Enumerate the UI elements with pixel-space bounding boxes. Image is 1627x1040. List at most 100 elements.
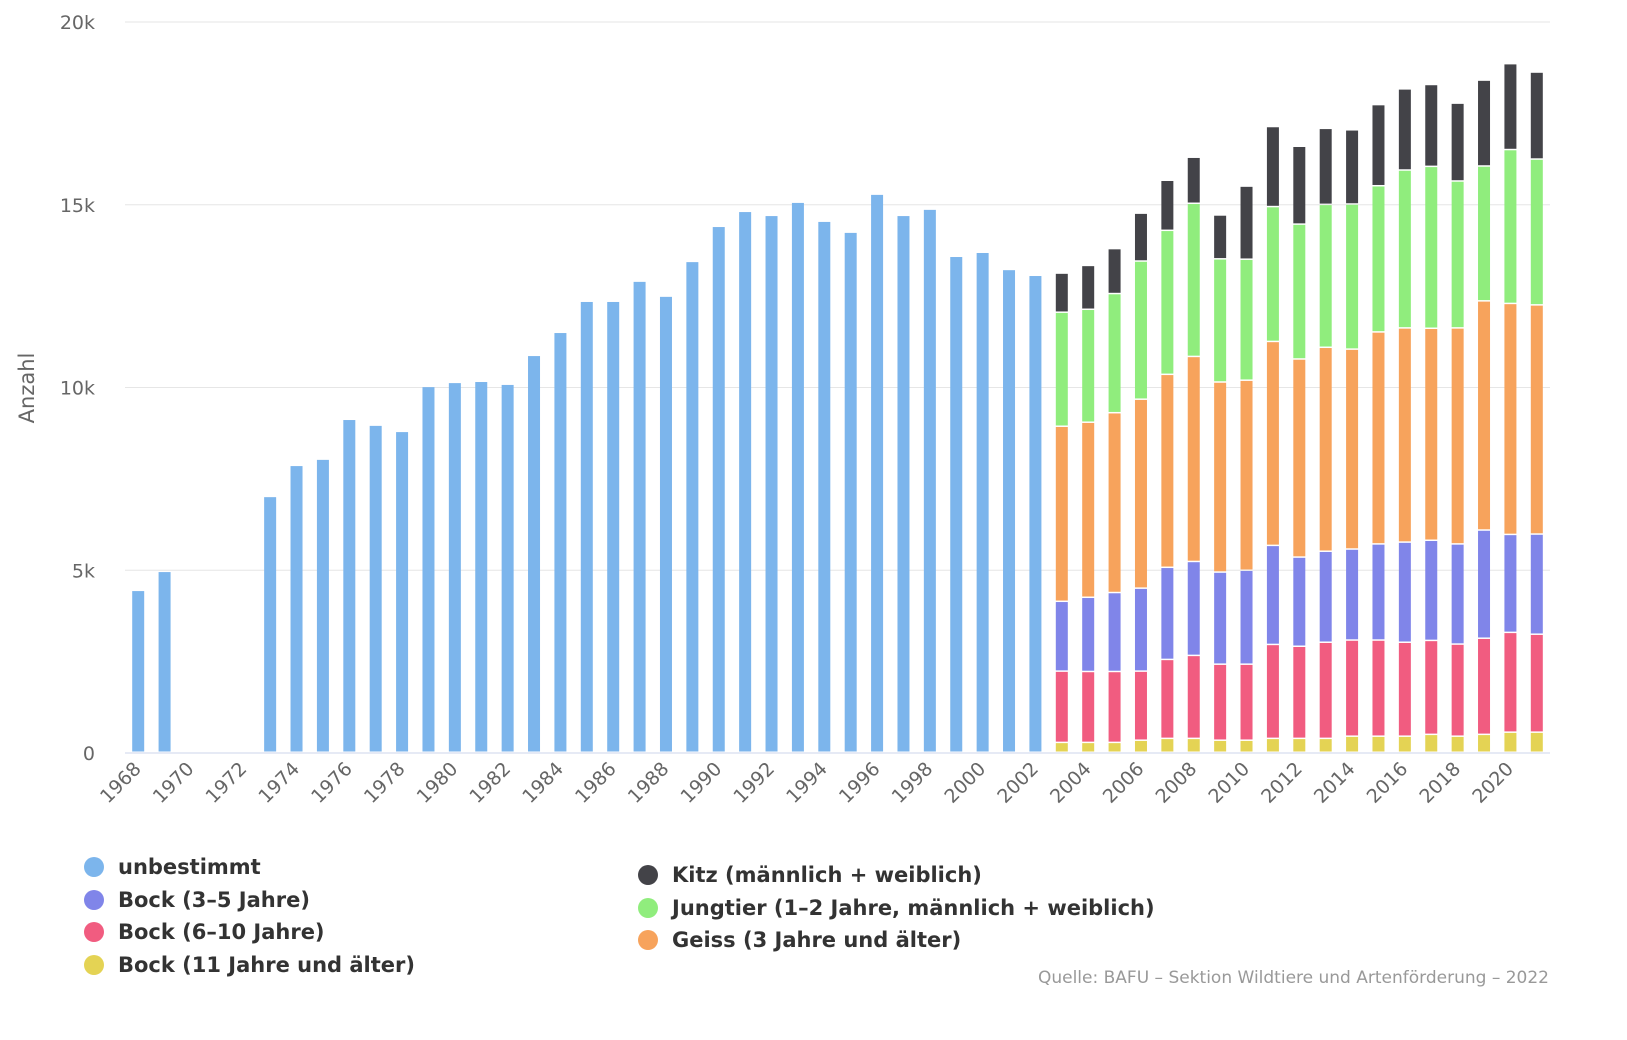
bar-segment[interactable] (1240, 380, 1253, 570)
bar-segment[interactable] (1293, 739, 1306, 752)
bar-segment[interactable] (1372, 332, 1385, 544)
bar-segment[interactable] (1425, 167, 1438, 328)
bar-segment[interactable] (1187, 656, 1200, 738)
bar-segment[interactable] (1372, 105, 1385, 185)
legend-item-bock-6-10[interactable]: Bock (6–10 Jahre) (84, 916, 415, 949)
bar-segment[interactable] (1530, 72, 1543, 159)
bar-segment[interactable] (1398, 736, 1411, 752)
legend-item-geiss[interactable]: Geiss (3 Jahre und älter) (638, 924, 1155, 957)
bar-segment[interactable] (1187, 204, 1200, 356)
legend-item-bock-11[interactable]: Bock (11 Jahre und älter) (84, 949, 415, 982)
bar-segment[interactable] (1346, 549, 1359, 640)
bar-segment[interactable] (1082, 266, 1095, 309)
bar-segment[interactable] (1504, 535, 1517, 632)
bar-segment[interactable] (1055, 743, 1068, 752)
bar-segment[interactable] (448, 383, 461, 752)
bar-segment[interactable] (1108, 743, 1121, 752)
source-credit[interactable]: Quelle: BAFU – Sektion Wildtiere und Art… (1037, 968, 1549, 988)
bar-segment[interactable] (1266, 127, 1279, 206)
bar-segment[interactable] (1108, 672, 1121, 742)
bar-segment[interactable] (1293, 147, 1306, 224)
bar-segment[interactable] (290, 466, 303, 752)
bar-segment[interactable] (1425, 641, 1438, 734)
bar-segment[interactable] (1504, 633, 1517, 732)
bar-segment[interactable] (844, 232, 857, 752)
bar-segment[interactable] (1161, 231, 1174, 374)
bar-segment[interactable] (923, 209, 936, 752)
bar-segment[interactable] (1425, 541, 1438, 640)
bar-segment[interactable] (1108, 294, 1121, 412)
bar-segment[interactable] (1082, 422, 1095, 597)
bar-segment[interactable] (1082, 743, 1095, 752)
bar-segment[interactable] (1240, 740, 1253, 752)
bar-segment[interactable] (1478, 301, 1491, 530)
bar-segment[interactable] (1346, 640, 1359, 736)
bar-segment[interactable] (1451, 103, 1464, 181)
bar-segment[interactable] (422, 387, 435, 752)
bar-segment[interactable] (1266, 546, 1279, 644)
bar-segment[interactable] (818, 221, 831, 752)
bar-segment[interactable] (580, 301, 593, 752)
bar-segment[interactable] (1240, 186, 1253, 259)
bar-segment[interactable] (1425, 85, 1438, 166)
bar-segment[interactable] (1187, 157, 1200, 203)
bar-segment[interactable] (264, 497, 277, 752)
bar-segment[interactable] (1451, 328, 1464, 544)
bar-segment[interactable] (1266, 342, 1279, 545)
bar-segment[interactable] (1003, 270, 1016, 752)
bar-segment[interactable] (158, 572, 171, 752)
bar-segment[interactable] (1504, 304, 1517, 534)
bar-segment[interactable] (1504, 732, 1517, 752)
bar-segment[interactable] (871, 194, 884, 752)
bar-segment[interactable] (1372, 736, 1385, 752)
bar-segment[interactable] (1266, 207, 1279, 341)
bar-segment[interactable] (1372, 640, 1385, 736)
legend-item-kitz[interactable]: Kitz (männlich + weiblich) (638, 859, 1155, 892)
bar-segment[interactable] (659, 296, 672, 752)
bar-segment[interactable] (976, 252, 989, 752)
bar-segment[interactable] (1293, 224, 1306, 359)
bar-segment[interactable] (1319, 205, 1332, 347)
bar-segment[interactable] (132, 591, 145, 752)
bar-segment[interactable] (1055, 426, 1068, 601)
bar-segment[interactable] (1478, 166, 1491, 301)
bar-segment[interactable] (343, 420, 356, 752)
bar-segment[interactable] (765, 216, 778, 752)
bar-segment[interactable] (1214, 259, 1227, 382)
legend-item-bock-3-5[interactable]: Bock (3–5 Jahre) (84, 884, 415, 917)
bar-segment[interactable] (1504, 150, 1517, 303)
bar-segment[interactable] (1134, 399, 1147, 588)
bar-segment[interactable] (1398, 642, 1411, 736)
bar-segment[interactable] (633, 281, 646, 752)
bar-segment[interactable] (1398, 89, 1411, 170)
bar-segment[interactable] (1082, 672, 1095, 742)
bar-segment[interactable] (1266, 645, 1279, 738)
bar-segment[interactable] (316, 459, 329, 752)
bar-segment[interactable] (1346, 130, 1359, 204)
bar-segment[interactable] (1319, 642, 1332, 738)
bar-segment[interactable] (1214, 572, 1227, 664)
bar-segment[interactable] (1214, 382, 1227, 572)
bar-segment[interactable] (1161, 660, 1174, 738)
bar-segment[interactable] (1319, 129, 1332, 204)
bar-segment[interactable] (1108, 593, 1121, 671)
bar-segment[interactable] (1214, 664, 1227, 740)
bar-segment[interactable] (1187, 739, 1200, 752)
bar-segment[interactable] (1134, 588, 1147, 671)
bar-segment[interactable] (1134, 213, 1147, 261)
bar-segment[interactable] (1425, 329, 1438, 540)
bar-segment[interactable] (1214, 215, 1227, 259)
bar-segment[interactable] (1134, 671, 1147, 740)
bar-segment[interactable] (1478, 735, 1491, 752)
bar-segment[interactable] (1187, 357, 1200, 561)
bar-segment[interactable] (1187, 562, 1200, 655)
bar-segment[interactable] (1293, 557, 1306, 646)
bar-segment[interactable] (1055, 273, 1068, 312)
bar-segment[interactable] (1530, 534, 1543, 634)
bar-segment[interactable] (686, 262, 699, 752)
bar-segment[interactable] (739, 212, 752, 752)
bar-segment[interactable] (1451, 736, 1464, 752)
bar-segment[interactable] (1346, 349, 1359, 549)
bar-segment[interactable] (607, 301, 620, 752)
bar-segment[interactable] (1372, 186, 1385, 332)
